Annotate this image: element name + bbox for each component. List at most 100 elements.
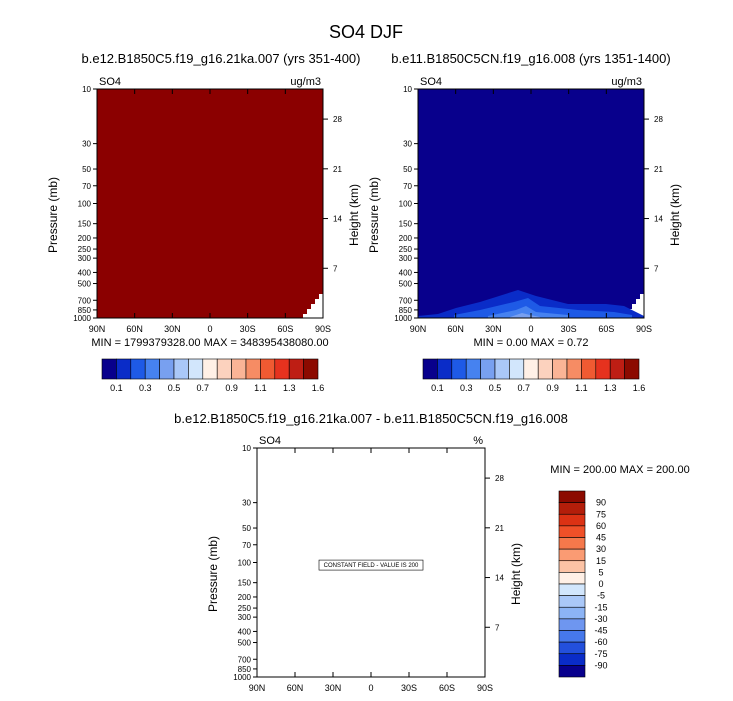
colorbar-label: -15 xyxy=(594,602,607,612)
colorbar-swatch xyxy=(451,358,467,380)
colorbar-label: -5 xyxy=(597,591,605,601)
y-tick-label: 1000 xyxy=(394,314,412,323)
contour-fill xyxy=(97,89,323,318)
y-tick-label: 200 xyxy=(238,593,252,602)
colorbar-swatch xyxy=(624,358,640,380)
colorbar-label: 0.5 xyxy=(168,383,181,393)
x-tick-label: 0 xyxy=(528,324,533,334)
panel-left: b.e12.B1850C5.f19_g16.21ka.007 (yrs 351-… xyxy=(46,51,361,393)
y-tick-label: 300 xyxy=(238,613,252,622)
y-tick-label: 400 xyxy=(78,268,92,277)
y-tick-label: 1000 xyxy=(73,314,91,323)
x-tick-label: 60N xyxy=(126,324,143,334)
colorbar-label: 0.3 xyxy=(139,383,152,393)
colorbar-label: 0.9 xyxy=(225,383,238,393)
variable-label: SO4 xyxy=(259,435,281,447)
x-tick-label: 30N xyxy=(485,324,502,334)
y-tick-label: 700 xyxy=(78,296,92,305)
colorbar-swatch xyxy=(558,525,586,538)
x-tick-label: 60N xyxy=(287,683,304,693)
stats-text: MIN = 200.00 MAX = 200.00 xyxy=(550,464,689,476)
y-tick-label: 150 xyxy=(78,220,92,229)
colorbar-label: 0.1 xyxy=(110,383,123,393)
colorbar-swatch xyxy=(558,606,586,620)
x-tick-label: 60S xyxy=(598,324,614,334)
colorbar-label: 1.1 xyxy=(575,383,588,393)
colorbar-swatch xyxy=(558,665,586,678)
colorbar-swatch xyxy=(558,560,586,573)
y2-tick-label: 28 xyxy=(333,115,342,124)
y-tick-label: 30 xyxy=(403,140,412,149)
colorbar-swatch xyxy=(288,358,304,380)
x-tick-label: 90S xyxy=(315,324,331,334)
y-tick-label: 30 xyxy=(242,499,251,508)
x-tick-label: 0 xyxy=(368,683,373,693)
colorbar-label: 1.1 xyxy=(254,383,267,393)
colorbar: 0.1 0.3 0.5 0.7 0.9 1.1 1.3 1.6 xyxy=(422,358,645,393)
x-tick-label: 60S xyxy=(277,324,293,334)
units-label: ug/m3 xyxy=(290,76,321,88)
y-tick-label: 500 xyxy=(78,280,92,289)
panel-title: b.e11.B1850C5CN.f19_g16.008 (yrs 1351-14… xyxy=(391,51,670,66)
units-label: ug/m3 xyxy=(611,76,642,88)
y-tick-label: 250 xyxy=(78,245,92,254)
colorbar-swatch xyxy=(274,358,290,380)
colorbar-label: 90 xyxy=(596,498,606,508)
panel-title: b.e12.B1850C5.f19_g16.21ka.007 - b.e11.B… xyxy=(174,411,568,426)
colorbar-swatch xyxy=(101,358,117,380)
y2-tick-label: 14 xyxy=(654,215,663,224)
y-tick-label: 250 xyxy=(238,604,252,613)
y-tick-label: 700 xyxy=(399,296,413,305)
colorbar: 0.1 0.3 0.5 0.7 0.9 1.1 1.3 1.6 xyxy=(101,358,325,393)
colorbar-swatch xyxy=(202,358,218,380)
colorbar-swatch xyxy=(523,358,539,380)
y-tick-label: 400 xyxy=(399,268,413,277)
y-tick-label: 100 xyxy=(238,559,252,568)
x-tick-label: 90N xyxy=(89,324,106,334)
colorbar-swatch xyxy=(159,358,175,380)
y2-tick-label: 28 xyxy=(654,115,663,124)
y-tick-label: 1000 xyxy=(233,673,251,682)
colorbar-label: 0.9 xyxy=(546,383,559,393)
panel-right: b.e11.B1850C5CN.f19_g16.008 (yrs 1351-14… xyxy=(367,51,682,393)
y-tick-label: 850 xyxy=(78,306,92,315)
colorbar-label: -30 xyxy=(594,614,607,624)
x-tick-label: 30N xyxy=(325,683,342,693)
x-tick-label: 30S xyxy=(401,683,417,693)
y-tick-label: 70 xyxy=(82,182,91,191)
colorbar-label: -75 xyxy=(594,649,607,659)
colorbar-swatch xyxy=(609,358,625,380)
colorbar-label: 1.6 xyxy=(312,383,325,393)
y-tick-label: 850 xyxy=(238,665,252,674)
panel-title: b.e12.B1850C5.f19_g16.21ka.007 (yrs 351-… xyxy=(82,51,361,66)
colorbar-swatch xyxy=(558,595,586,608)
colorbar-label: 0.7 xyxy=(518,383,531,393)
colorbar-label: 1.3 xyxy=(604,383,617,393)
colorbar-swatch xyxy=(566,358,582,380)
y-tick-label: 500 xyxy=(399,280,413,289)
colorbar-label: 0.1 xyxy=(431,383,444,393)
colorbar-swatch xyxy=(509,358,525,380)
x-tick-label: 30S xyxy=(240,324,256,334)
y-tick-label: 850 xyxy=(399,306,413,315)
stats-text: MIN = 1799379328.00 MAX = 348395438080.0… xyxy=(91,337,328,349)
colorbar-swatch xyxy=(558,513,586,527)
y-tick-label: 200 xyxy=(78,234,92,243)
x-tick-label: 90N xyxy=(410,324,427,334)
colorbar-swatch xyxy=(552,358,568,380)
y2-tick-label: 14 xyxy=(495,574,504,583)
colorbar-label: 5 xyxy=(598,567,603,577)
y2-axis-label: Height (km) xyxy=(509,543,523,605)
colorbar-swatch xyxy=(558,583,586,596)
colorbar-label: 0.3 xyxy=(460,383,473,393)
y2-tick-label: 7 xyxy=(333,264,338,273)
colorbar-swatch xyxy=(558,630,586,643)
y2-tick-label: 21 xyxy=(333,165,342,174)
contour-band-2 xyxy=(488,306,568,318)
y-tick-label: 70 xyxy=(403,182,412,191)
colorbar-swatch xyxy=(480,358,496,380)
y-tick-label: 300 xyxy=(78,254,92,263)
contour-fill xyxy=(418,89,644,318)
